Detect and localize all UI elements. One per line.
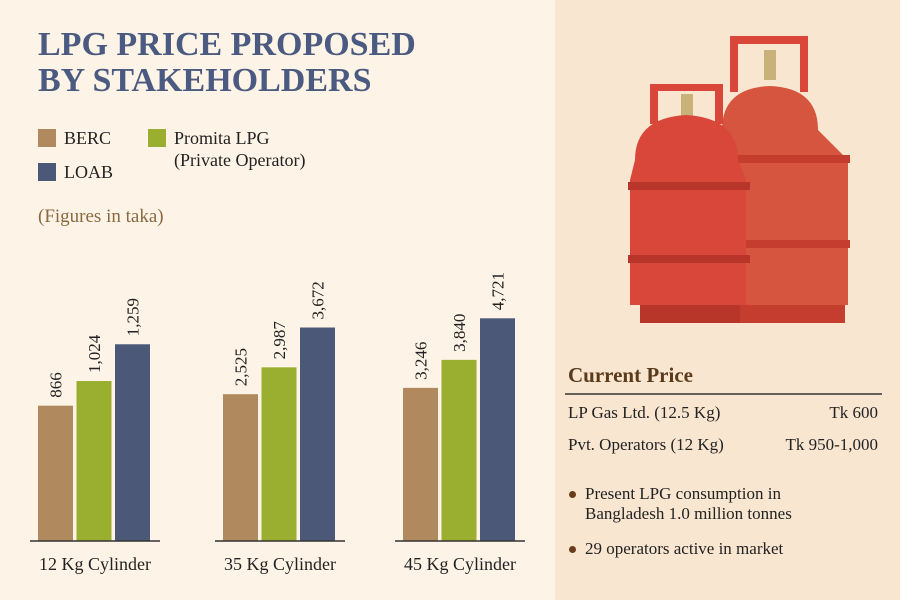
legend-item: Promita LPG (Private Operator)	[148, 127, 318, 171]
bar	[261, 367, 297, 541]
price-item: LP Gas Ltd. (12.5 Kg)	[568, 403, 720, 422]
legend-swatch	[38, 163, 56, 181]
value-label: 866	[47, 372, 66, 398]
bar	[115, 344, 150, 541]
value-label: 2,987	[270, 321, 289, 360]
legend-item: BERC	[38, 127, 111, 149]
legend-label: BERC	[64, 128, 112, 148]
title-line: BY STAKEHOLDERS	[38, 62, 371, 99]
cylinders	[628, 36, 850, 323]
legend-label: LOAB	[64, 162, 113, 182]
title-line: LPG PRICE PROPOSED	[38, 26, 416, 63]
value-label: 3,672	[309, 281, 328, 319]
bar	[38, 405, 73, 541]
legend-label: Promita LPG (Private Operator)	[174, 128, 306, 170]
bar	[480, 318, 515, 541]
bar	[441, 359, 477, 541]
value-label: 3,840	[450, 314, 469, 352]
x-label: 35 Kg Cylinder	[224, 554, 336, 574]
bullet: Present LPG consumption in Bangladesh 1.…	[569, 484, 845, 524]
bar	[76, 381, 112, 541]
x-label: 12 Kg Cylinder	[39, 554, 151, 574]
legend-item: LOAB	[38, 161, 113, 183]
value-label: 4,721	[489, 272, 508, 310]
price-item: Pvt. Operators (12 Kg)	[568, 435, 724, 454]
price-value: Tk 600	[829, 403, 878, 422]
x-label: 45 Kg Cylinder	[404, 554, 516, 574]
value-label: 1,259	[124, 298, 143, 336]
legend-swatch	[148, 129, 166, 147]
bullet: 29 operators active in market	[569, 539, 845, 559]
value-label: 3,246	[412, 342, 431, 380]
bar	[300, 327, 335, 541]
note: (Figures in taka)	[38, 206, 164, 227]
price-value: Tk 950-1,000	[785, 435, 878, 454]
value-label: 1,024	[85, 334, 104, 373]
value-label: 2,525	[232, 348, 251, 386]
bar	[223, 394, 258, 541]
bar	[403, 387, 438, 541]
legend-swatch	[38, 129, 56, 147]
price-title: Current Price	[568, 363, 693, 387]
